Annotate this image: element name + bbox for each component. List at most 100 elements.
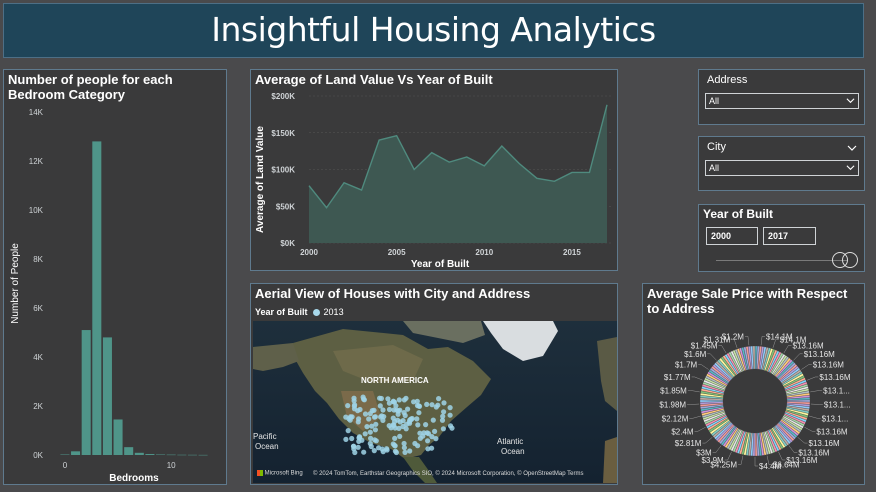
house-marker[interactable] <box>423 422 429 428</box>
address-dropdown[interactable]: All <box>705 93 859 109</box>
house-marker[interactable] <box>441 400 447 406</box>
donut-slice[interactable] <box>752 345 756 370</box>
sale-price-chart-card[interactable]: Average Sale Price with Respect to Addre… <box>642 283 865 485</box>
bar[interactable] <box>102 337 112 455</box>
house-marker[interactable] <box>393 403 399 409</box>
house-marker[interactable] <box>368 435 374 441</box>
house-marker[interactable] <box>385 396 391 402</box>
address-slicer[interactable]: Address All <box>698 69 865 125</box>
land-value-chart-card[interactable]: Average of Land Value Vs Year of Built $… <box>250 69 618 271</box>
bar[interactable] <box>60 454 70 456</box>
year-from-input[interactable]: 2000 <box>706 227 758 245</box>
house-marker[interactable] <box>345 428 351 434</box>
house-marker[interactable] <box>424 401 430 407</box>
house-marker[interactable] <box>393 449 399 456</box>
house-marker[interactable] <box>433 404 439 410</box>
house-marker[interactable] <box>421 430 427 436</box>
house-marker[interactable] <box>432 428 438 434</box>
house-marker[interactable] <box>414 416 420 422</box>
bar[interactable] <box>177 454 187 456</box>
house-marker[interactable] <box>343 436 349 442</box>
house-marker[interactable] <box>360 394 366 400</box>
bar[interactable] <box>81 330 91 455</box>
house-marker[interactable] <box>379 413 385 419</box>
house-marker[interactable] <box>441 409 447 415</box>
bar[interactable] <box>166 454 176 456</box>
house-marker[interactable] <box>361 449 367 455</box>
house-marker[interactable] <box>367 429 373 435</box>
house-marker[interactable] <box>415 422 421 428</box>
house-marker[interactable] <box>429 402 435 408</box>
house-marker[interactable] <box>447 412 453 418</box>
house-marker[interactable] <box>447 405 453 411</box>
house-marker[interactable] <box>439 417 446 423</box>
house-marker[interactable] <box>416 410 422 416</box>
house-marker[interactable] <box>355 444 361 450</box>
house-marker[interactable] <box>411 399 417 405</box>
house-marker[interactable] <box>351 406 358 412</box>
house-marker[interactable] <box>401 397 407 403</box>
year-to-input[interactable]: 2017 <box>763 227 816 245</box>
bar[interactable] <box>134 452 144 455</box>
house-marker[interactable] <box>429 434 435 440</box>
house-marker[interactable] <box>397 419 403 425</box>
house-marker[interactable] <box>390 399 397 405</box>
bar[interactable] <box>124 447 134 455</box>
house-marker[interactable] <box>369 408 375 414</box>
year-built-slicer[interactable]: Year of Built 2000 2017 <box>698 204 865 272</box>
house-marker[interactable] <box>380 449 386 455</box>
house-marker[interactable] <box>351 398 357 404</box>
house-marker[interactable] <box>436 396 442 402</box>
house-markers[interactable] <box>343 394 455 456</box>
house-marker[interactable] <box>440 413 446 419</box>
house-marker[interactable] <box>397 433 403 439</box>
house-marker[interactable] <box>362 431 368 437</box>
city-dropdown[interactable]: All <box>705 160 859 176</box>
house-marker[interactable] <box>401 440 407 447</box>
house-marker[interactable] <box>401 445 407 451</box>
house-marker[interactable] <box>366 416 372 422</box>
house-marker[interactable] <box>376 445 382 451</box>
house-marker[interactable] <box>350 443 357 449</box>
house-marker[interactable] <box>401 410 407 416</box>
house-marker[interactable] <box>356 416 362 422</box>
house-marker[interactable] <box>425 446 431 452</box>
house-marker[interactable] <box>416 403 423 409</box>
house-marker[interactable] <box>395 411 401 417</box>
house-marker[interactable] <box>345 403 351 409</box>
house-marker[interactable] <box>409 415 415 422</box>
range-slider-track[interactable] <box>716 260 847 261</box>
house-marker[interactable] <box>380 417 386 423</box>
house-marker[interactable] <box>390 415 396 421</box>
house-marker[interactable] <box>372 437 378 443</box>
house-marker[interactable] <box>373 421 379 427</box>
bedroom-chart-card[interactable]: Number of people for each Bedroom Catego… <box>3 69 227 485</box>
bar[interactable] <box>198 454 208 456</box>
house-marker[interactable] <box>364 424 370 430</box>
bar[interactable] <box>187 454 197 456</box>
house-marker[interactable] <box>352 402 358 408</box>
house-marker[interactable] <box>447 423 454 429</box>
house-marker[interactable] <box>386 406 393 413</box>
house-marker[interactable] <box>369 423 375 429</box>
house-marker[interactable] <box>386 400 392 406</box>
bar[interactable] <box>71 451 81 455</box>
house-marker[interactable] <box>392 435 398 441</box>
house-marker[interactable] <box>380 407 386 413</box>
chevron-down-icon[interactable] <box>847 143 857 153</box>
house-marker[interactable] <box>405 406 411 412</box>
house-marker[interactable] <box>384 446 390 452</box>
bar[interactable] <box>113 419 123 455</box>
house-marker[interactable] <box>396 397 402 403</box>
range-slider-handle-end[interactable] <box>842 252 858 268</box>
house-marker[interactable] <box>352 449 358 456</box>
house-marker[interactable] <box>433 436 439 442</box>
house-marker[interactable] <box>400 423 406 430</box>
house-marker[interactable] <box>348 414 354 420</box>
house-marker[interactable] <box>430 417 436 423</box>
house-marker[interactable] <box>367 440 373 447</box>
house-marker[interactable] <box>402 449 408 455</box>
house-marker[interactable] <box>356 434 363 440</box>
house-marker[interactable] <box>425 438 431 444</box>
house-marker[interactable] <box>372 414 378 420</box>
